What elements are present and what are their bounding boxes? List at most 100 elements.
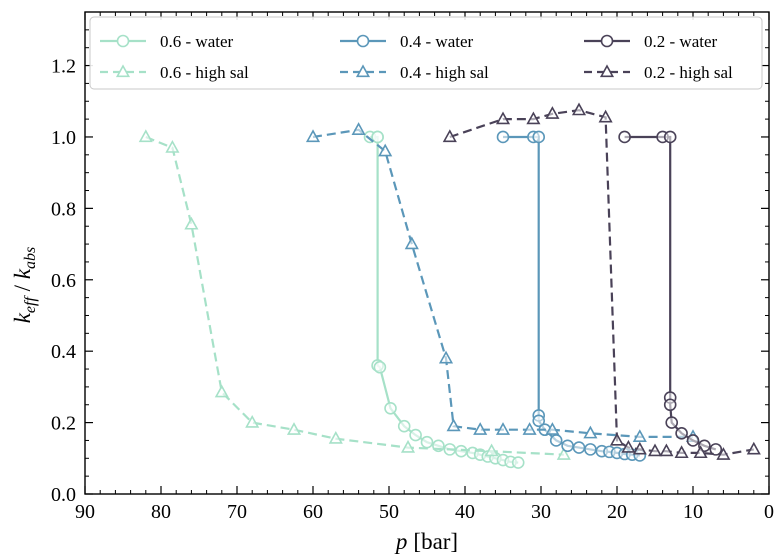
x-tick-label: 80 bbox=[151, 501, 171, 523]
plot-marks bbox=[138, 102, 761, 469]
data-point bbox=[397, 419, 411, 433]
data-point bbox=[526, 111, 541, 125]
data-point bbox=[632, 429, 647, 442]
series-line bbox=[449, 109, 754, 456]
data-point bbox=[545, 106, 560, 119]
legend-entry: 0.4 - high sal bbox=[340, 63, 489, 82]
data-point bbox=[442, 129, 457, 143]
data-point bbox=[495, 422, 511, 435]
axes: 90 80 70 60 50 40 30 20 10 0 0.0 0.2 0.4 0.6 0.8 1.0 1.2 bbox=[51, 11, 774, 523]
y-tick-label: 1.0 bbox=[51, 127, 76, 149]
legend-label: 0.2 - water bbox=[644, 32, 718, 51]
series-4 bbox=[618, 130, 723, 456]
data-point bbox=[351, 122, 366, 135]
series-line bbox=[503, 135, 640, 457]
x-tick-label: 0 bbox=[764, 501, 774, 523]
legend-entry: 0.6 - water bbox=[100, 32, 234, 51]
x-tick-label: 20 bbox=[607, 501, 627, 523]
data-point bbox=[438, 350, 454, 364]
data-point bbox=[371, 130, 384, 144]
y-tick-label: 0.8 bbox=[51, 198, 76, 220]
y-tick-label: 1.2 bbox=[51, 56, 76, 78]
data-point bbox=[583, 425, 598, 439]
legend-label: 0.6 - water bbox=[160, 32, 234, 51]
x-tick-label: 40 bbox=[455, 501, 475, 523]
y-tick-label: 0.6 bbox=[51, 270, 76, 292]
data-point bbox=[571, 102, 587, 116]
data-point bbox=[328, 431, 343, 444]
data-point bbox=[473, 422, 488, 435]
data-point bbox=[663, 398, 677, 412]
data-point bbox=[286, 422, 302, 435]
series-0 bbox=[363, 130, 525, 469]
data-point bbox=[496, 130, 510, 144]
x-tick-label: 10 bbox=[683, 501, 703, 523]
data-point bbox=[674, 445, 689, 459]
y-tick-label: 0.0 bbox=[51, 484, 76, 506]
data-point bbox=[609, 432, 625, 446]
data-point bbox=[495, 111, 511, 125]
legend-marker bbox=[115, 64, 131, 78]
x-axis-label: p [bar] bbox=[394, 529, 458, 554]
data-point bbox=[632, 441, 647, 455]
legend-label: 0.4 - high sal bbox=[400, 63, 489, 82]
series-3 bbox=[305, 122, 701, 442]
data-point bbox=[384, 402, 397, 415]
data-point bbox=[404, 236, 419, 250]
x-tick-label: 70 bbox=[227, 501, 247, 523]
legend-label: 0.6 - high sal bbox=[160, 63, 249, 82]
data-point bbox=[245, 414, 260, 428]
series-1 bbox=[138, 129, 571, 460]
series-5 bbox=[442, 102, 761, 460]
series-line bbox=[312, 128, 693, 438]
data-point bbox=[549, 434, 563, 447]
data-point bbox=[598, 109, 613, 123]
data-point bbox=[446, 418, 461, 432]
data-point bbox=[716, 447, 731, 460]
data-point bbox=[378, 143, 393, 157]
x-tick-label: 30 bbox=[531, 501, 551, 523]
data-point bbox=[746, 441, 761, 455]
data-point bbox=[165, 140, 180, 153]
data-point bbox=[184, 216, 199, 230]
x-tick-label: 60 bbox=[303, 501, 323, 523]
series-line bbox=[145, 135, 564, 456]
data-point bbox=[618, 130, 631, 144]
data-point bbox=[647, 443, 663, 457]
data-point bbox=[572, 441, 586, 454]
data-point bbox=[409, 428, 422, 442]
x-tick-label: 90 bbox=[75, 501, 95, 523]
legend-label: 0.2 - high sal bbox=[644, 63, 733, 82]
plot-frame bbox=[84, 11, 770, 495]
series-2 bbox=[496, 130, 647, 462]
data-point bbox=[373, 360, 387, 374]
legend-entry: 0.6 - high sal bbox=[100, 63, 249, 82]
legend-box bbox=[89, 16, 763, 90]
data-point bbox=[511, 456, 525, 469]
legend-marker bbox=[355, 64, 371, 78]
data-point bbox=[420, 435, 434, 449]
y-tick-label: 0.2 bbox=[51, 413, 76, 435]
data-point bbox=[561, 439, 574, 453]
x-axis-variable: p bbox=[394, 529, 408, 554]
data-point bbox=[400, 439, 416, 453]
data-point bbox=[663, 130, 677, 144]
legend-marker bbox=[356, 34, 370, 48]
data-point bbox=[659, 443, 674, 457]
x-axis-unit: [bar] bbox=[413, 529, 458, 554]
data-point bbox=[665, 416, 679, 429]
data-point bbox=[305, 129, 321, 143]
legend-marker bbox=[116, 34, 130, 48]
data-point bbox=[484, 443, 499, 457]
legend-entry: 0.4 - water bbox=[340, 32, 474, 51]
data-point bbox=[138, 129, 153, 143]
data-point bbox=[214, 384, 229, 398]
data-point bbox=[621, 439, 636, 453]
legend-label: 0.4 - water bbox=[400, 32, 474, 51]
data-point bbox=[532, 414, 546, 428]
legend-marker bbox=[600, 34, 614, 48]
data-point bbox=[522, 422, 537, 435]
data-point bbox=[709, 443, 723, 456]
data-point bbox=[693, 445, 708, 459]
